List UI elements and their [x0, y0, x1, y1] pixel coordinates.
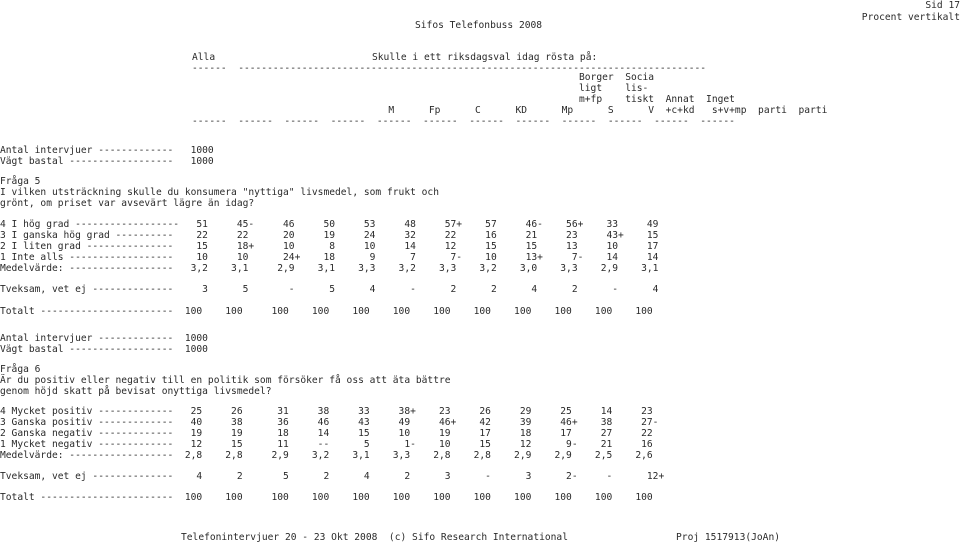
- header-rule-bottom: ------ ------ ------ ------ ------ -----…: [192, 116, 735, 127]
- question-text: grönt, om priset var avsevärt lägre än i…: [0, 198, 255, 209]
- header-rule-top: ------ ---------------------------------…: [192, 63, 707, 74]
- table-row: 4 Mycket positiv ------------- 25 26 31 …: [0, 406, 653, 417]
- table-row: Medelvärde: ------------------ 3,2 3,1 2…: [0, 263, 659, 274]
- column-labels-line-1: Borger Socia: [192, 72, 655, 83]
- question-text: Är du positiv eller negativ till en poli…: [0, 375, 451, 386]
- all-column-label: Alla: [192, 52, 216, 63]
- page-number: Sid 17: [925, 0, 960, 11]
- table-row: 2 Ganska negativ ------------- 19 19 18 …: [0, 428, 653, 439]
- footer-left: Telefonintervjuer 20 - 23 Okt 2008 (c) S…: [181, 532, 568, 543]
- table-row: Tveksam, vet ej -------------- 4 2 5 2 4…: [0, 471, 665, 482]
- table-row: 4 I hög grad ------------------ 51 45- 4…: [0, 219, 659, 230]
- column-labels-line-4: M Fp C KD Mp S V +c+kd s+v+mp parti part…: [192, 105, 828, 116]
- question-label: Skulle i ett riksdagsval idag rösta på:: [372, 52, 598, 63]
- page-subtitle: Procent vertikalt: [861, 12, 960, 23]
- table-row: Tveksam, vet ej -------------- 3 5 - 5 4…: [0, 284, 659, 295]
- table-row: 1 Mycket negativ ------------- 12 15 11 …: [0, 439, 653, 450]
- footer-right: Proj 1517913(JoAn): [676, 532, 780, 543]
- table-line: Vägt bastal ------------------ 1000: [0, 156, 214, 167]
- table-row: 2 I liten grad --------------- 15 18+ 10…: [0, 241, 659, 252]
- table-row: Medelvärde: ------------------ 2,8 2,8 2…: [0, 450, 653, 461]
- column-labels-line-3: m+fp tiskt Annat Inget: [192, 94, 735, 105]
- table-row: 3 I ganska hög grad ---------- 22 22 20 …: [0, 230, 659, 241]
- column-labels-line-2: ligt lis-: [192, 83, 649, 94]
- table-row: 3 Ganska positiv ------------- 40 38 36 …: [0, 417, 659, 428]
- question-text: genom höjd skatt på bevisat onyttiga liv…: [0, 386, 272, 397]
- page-title: Sifos Telefonbuss 2008: [415, 20, 543, 31]
- question-text: I vilken utsträckning skulle du konsumer…: [0, 187, 439, 198]
- question-number: Fråga 5: [0, 176, 41, 187]
- table-line: Antal intervjuer ------------- 1000: [0, 333, 208, 344]
- question-number: Fråga 6: [0, 364, 41, 375]
- table-row: Totalt ----------------------- 100 100 1…: [0, 492, 653, 503]
- table-line: Antal intervjuer ------------- 1000: [0, 145, 214, 156]
- table-row: 1 Inte alls ------------------ 10 10 24+…: [0, 252, 659, 263]
- table-row: Totalt ----------------------- 100 100 1…: [0, 306, 653, 317]
- table-line: Vägt bastal ------------------ 1000: [0, 344, 208, 355]
